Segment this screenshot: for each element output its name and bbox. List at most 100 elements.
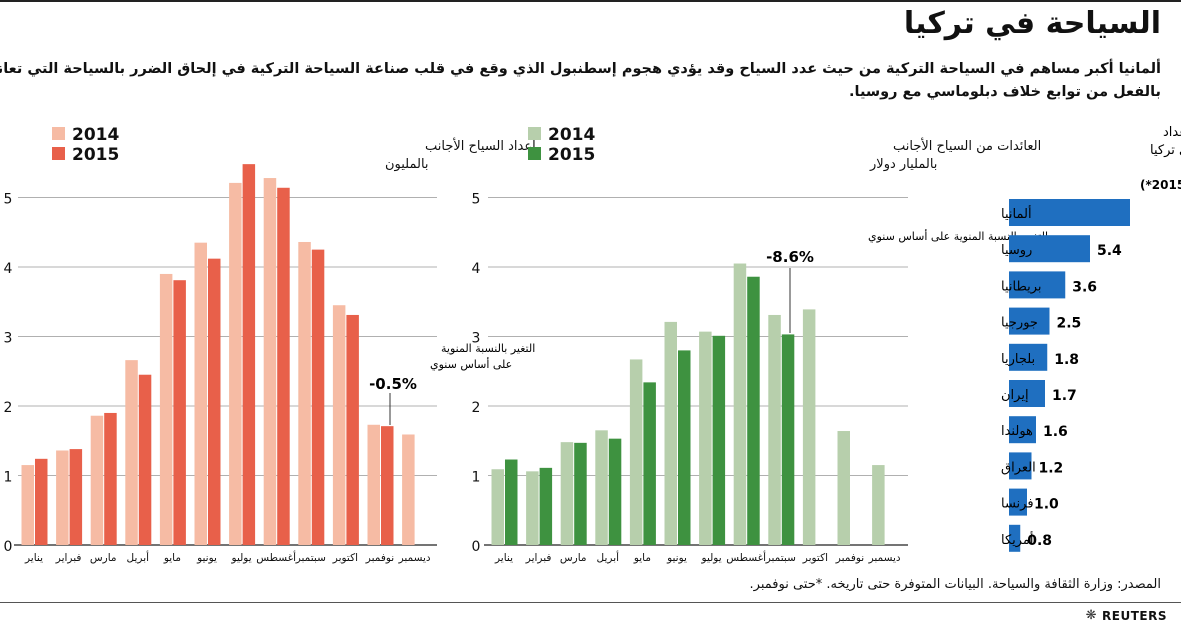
x-tick-label: ديسمبر — [868, 552, 901, 564]
reuters-mark-icon: ❋ — [1085, 608, 1098, 623]
x-tick-label: فبراير — [55, 552, 82, 564]
x-tick-label: أبريل — [127, 550, 150, 564]
x-tick-label: أغسطس — [726, 550, 766, 564]
bar-revenue-2014-11 — [872, 465, 885, 545]
y-tick-label: 5 — [4, 192, 13, 208]
bar-visitors-2014-10 — [367, 424, 380, 545]
page-title: السياحة في تركيا — [903, 6, 1161, 41]
source-note: المصدر: وزارة الثقافة والسياحة. البيانات… — [749, 577, 1161, 592]
bar-visitors-2014-2 — [90, 415, 104, 545]
chart-title: أعداد السياح الأجانب — [425, 137, 536, 154]
top10-value-label: 2.5 — [1057, 316, 1082, 332]
top10-bar-1 — [1009, 235, 1090, 263]
y-tick-label: 1 — [472, 470, 481, 486]
top10-country-label: فرنسا — [1001, 497, 1034, 512]
bar-visitors-2015-1 — [69, 449, 83, 545]
annotation-value: -8.6% — [766, 248, 814, 266]
x-tick-label: مارس — [560, 552, 587, 564]
bar-revenue-2014-2 — [560, 442, 574, 545]
x-tick-label: يناير — [494, 552, 513, 564]
x-tick-label: مايو — [163, 552, 181, 564]
top10-value-label: 1.6 — [1043, 424, 1068, 440]
x-tick-label: سبتمبر — [295, 552, 326, 564]
x-tick-label: نوفمبر — [365, 552, 394, 564]
bar-visitors-2015-3 — [138, 374, 152, 545]
top-rule — [0, 0, 1181, 2]
bar-revenue-2014-6 — [699, 331, 712, 545]
bar-revenue-2014-0 — [491, 469, 504, 545]
x-tick-label: يوليو — [701, 552, 722, 564]
annotation-value: -0.5% — [369, 375, 417, 393]
x-tick-label: اكتوبر — [332, 552, 358, 564]
bar-revenue-2015-5 — [678, 350, 691, 545]
bar-revenue-2014-4 — [629, 359, 643, 545]
x-tick-label: مايو — [633, 552, 651, 564]
top10-bar-9 — [1009, 524, 1021, 552]
top10-title: أكبر 10 دول من حيث أعداد — [1163, 123, 1181, 140]
top10-country-label: بريطانيا — [1001, 279, 1042, 294]
top10-country-label: إيران — [1001, 388, 1029, 403]
annotation-text: التغير بالنسبة المنوية على أساس سنوي — [868, 229, 1048, 243]
legend-swatch-2014 — [52, 127, 65, 140]
bar-visitors-2015-4 — [173, 280, 186, 545]
y-tick-label: 4 — [4, 261, 13, 277]
top10-subtitle: بالمليون (2015*) — [1140, 178, 1181, 193]
subtitle-line-2: بالفعل من توابع خلاف دبلوماسي مع روسيا. — [849, 84, 1161, 100]
legend-label: 2014 — [72, 125, 119, 145]
y-tick-label: 4 — [472, 261, 481, 277]
bar-visitors-2014-4 — [159, 273, 173, 545]
top10-value-label: 3.6 — [1072, 279, 1097, 295]
top10-bar-5 — [1009, 380, 1045, 407]
bar-visitors-2015-10 — [381, 426, 394, 545]
top10-bar-4 — [1009, 343, 1048, 371]
top10-value-label: 0.8 — [1027, 533, 1052, 549]
bar-visitors-2015-9 — [346, 314, 359, 545]
y-tick-label: 5 — [472, 192, 481, 208]
bar-visitors-2014-9 — [332, 305, 346, 545]
bar-visitors-2014-11 — [402, 434, 415, 545]
top10-bar-8 — [1009, 488, 1027, 516]
bar-revenue-2014-5 — [664, 321, 677, 545]
y-tick-label: 0 — [472, 539, 481, 555]
legend-label: 2015 — [72, 145, 119, 165]
x-tick-label: أبريل — [597, 550, 620, 564]
bar-visitors-2014-5 — [194, 242, 207, 546]
logo-text: REUTERS — [1102, 608, 1167, 623]
bar-visitors-2015-6 — [242, 164, 256, 545]
bar-visitors-2015-2 — [104, 412, 117, 545]
bar-revenue-2014-9 — [802, 309, 816, 545]
top10-country-label: جورجيا — [1001, 316, 1038, 331]
bar-visitors-2014-8 — [298, 241, 311, 546]
top10-country-label: بلجاريا — [1001, 352, 1035, 367]
top10-value-label: 1.0 — [1034, 497, 1059, 513]
bar-revenue-2015-0 — [505, 459, 518, 545]
bar-visitors-2014-6 — [229, 182, 242, 545]
bar-visitors-2015-8 — [311, 249, 325, 545]
x-tick-label: يوليو — [231, 552, 252, 564]
footer-divider — [0, 602, 1181, 603]
bar-revenue-2015-3 — [608, 438, 622, 545]
bar-revenue-2015-8 — [781, 334, 795, 545]
bar-visitors-2015-0 — [35, 458, 48, 545]
bar-revenue-2014-8 — [768, 314, 781, 545]
bar-revenue-2014-3 — [595, 430, 608, 545]
x-tick-label: ديسمبر — [398, 552, 431, 564]
bar-visitors-2014-1 — [56, 450, 69, 545]
y-tick-label: 3 — [472, 331, 481, 347]
x-tick-label: سبتمبر — [765, 552, 796, 564]
page-subtitle: ألمانيا أكبر مساهم في السياحة التركية من… — [0, 58, 1161, 104]
bar-revenue-2014-10 — [837, 431, 850, 545]
top10-title: السياح الأجانب في تركيا — [1150, 141, 1181, 158]
reuters-logo: ❋ REUTERS — [1086, 608, 1167, 623]
y-tick-label: 3 — [4, 331, 13, 347]
top10-bar-7 — [1009, 452, 1032, 480]
top10-bar-0 — [1009, 199, 1130, 226]
bar-visitors-2014-0 — [21, 465, 34, 545]
bar-revenue-2015-6 — [712, 335, 726, 545]
top10-value-label: 1.2 — [1039, 460, 1064, 476]
bar-revenue-2015-2 — [574, 442, 587, 545]
top10-country-label: روسيا — [1001, 243, 1032, 258]
top10-bar-6 — [1009, 416, 1036, 444]
top10-country-label: ألمانيا — [1001, 205, 1032, 222]
